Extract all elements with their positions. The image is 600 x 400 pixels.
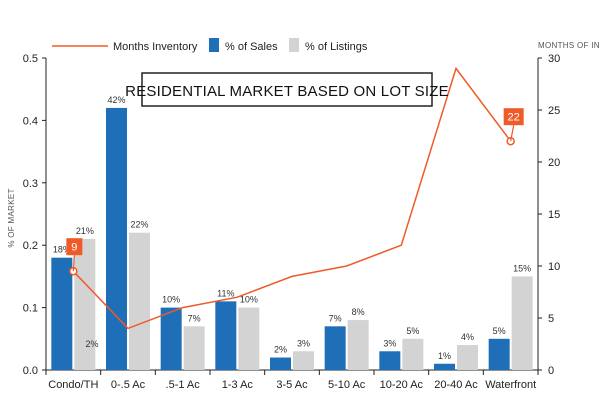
- x-tick-label: .5-1 Ac: [166, 379, 201, 391]
- bar-listings: [293, 351, 314, 370]
- chart-title-box: RESIDENTIAL MARKET BASED ON LOT SIZE: [125, 72, 449, 107]
- legend-sales-swatch: [209, 38, 219, 52]
- data-label-sales: 2%: [274, 345, 287, 355]
- x-tick-label: Waterfront: [485, 379, 536, 391]
- x-tick-label: 3-5 Ac: [276, 379, 308, 391]
- x-tick-label: 0-.5 Ac: [111, 379, 146, 391]
- bar-sales: [106, 107, 127, 371]
- chart-title: RESIDENTIAL MARKET BASED ON LOT SIZE: [125, 83, 449, 100]
- y2-tick-label: 15: [548, 209, 560, 221]
- y2-tick-label: 10: [548, 261, 560, 273]
- bar-listings: [347, 320, 369, 370]
- data-label-sales: 7%: [329, 313, 342, 323]
- legend-listings-swatch: [289, 38, 299, 52]
- bars: [51, 107, 533, 371]
- inventory-line-path: [72, 66, 512, 330]
- callout-label: 9: [71, 242, 77, 254]
- data-label-sales: 11%: [217, 288, 234, 298]
- inventory-line: [72, 66, 512, 330]
- callout-label: 22: [508, 112, 520, 124]
- y-tick-label: 0.3: [23, 178, 38, 190]
- legend-listings-label: % of Listings: [305, 41, 368, 53]
- data-label-sales: 5%: [493, 326, 506, 336]
- data-label-sales: 3%: [383, 338, 396, 348]
- y-tick-label: 0.1: [23, 303, 38, 315]
- data-label-listings: 5%: [406, 326, 419, 336]
- bar-sales: [51, 257, 73, 370]
- y-tick-label: 0.5: [23, 53, 38, 65]
- bar-sales: [160, 307, 182, 370]
- data-label-listings: 21%: [76, 226, 94, 236]
- y-tick-label: 0.2: [23, 240, 38, 252]
- bar-sales: [324, 326, 346, 370]
- callout-box: [503, 108, 524, 126]
- data-labels: 18% 21% 42% 22% 10% 7% 11% 10% 2% 3% 7% 8% 3% 5% 1% 4% 5…: [53, 95, 531, 361]
- callouts: 9 22: [66, 108, 524, 276]
- bar-listings: [74, 238, 96, 370]
- y2-tick-label: 5: [548, 313, 554, 325]
- x-tick-label: 5-10 Ac: [328, 379, 366, 391]
- y2-tick-label: 20: [548, 157, 560, 169]
- data-label-listings: 3%: [297, 338, 310, 348]
- bar-listings: [402, 338, 424, 370]
- bar-listings: [511, 276, 533, 370]
- y2-tick-label: 25: [548, 105, 560, 117]
- bar-sales: [215, 301, 237, 370]
- bar-sales: [270, 357, 291, 370]
- bar-listings: [183, 326, 205, 370]
- data-label-listings: 22%: [130, 220, 148, 230]
- y2-axis-title: MONTHS OF INVENTORY: [538, 41, 600, 50]
- y-tick-label: 0.0: [23, 365, 38, 377]
- data-label-listings: 10%: [240, 295, 258, 305]
- y2-tick-label: 0: [548, 365, 554, 377]
- x-tick-label: 10-20 Ac: [380, 379, 424, 391]
- x-tick-label: 1-3 Ac: [222, 379, 254, 391]
- y2-tick-label: 30: [548, 53, 560, 65]
- legend-sales-label: % of Sales: [225, 41, 278, 53]
- data-label-sales: 1%: [438, 351, 451, 361]
- data-label-sales: 42%: [107, 95, 125, 105]
- bar-listings: [238, 307, 260, 370]
- data-label-sales: 18%: [53, 245, 71, 255]
- x-tick-label: Condo/TH: [48, 379, 98, 391]
- data-label-listings: 7%: [188, 313, 201, 323]
- legend: Months Inventory % of Sales % of Listing…: [52, 38, 368, 53]
- y-axis-title: % OF MARKET: [7, 188, 16, 247]
- data-label-listings: 15%: [513, 263, 531, 273]
- bar-listings: [129, 232, 150, 370]
- data-label-sales: 10%: [162, 295, 180, 305]
- callout-box: [66, 238, 83, 256]
- callout-leader: [510, 125, 515, 142]
- bar-sales: [488, 338, 510, 370]
- bar-listings: [457, 345, 478, 370]
- data-label-listings: 8%: [352, 307, 365, 317]
- bar-sales: [434, 363, 455, 370]
- x-tick-label: 20-40 Ac: [434, 379, 478, 391]
- y-tick-label: 0.4: [23, 115, 38, 127]
- stray-label-2pct: 2%: [85, 339, 98, 349]
- callout-leader: [72, 255, 75, 272]
- axes: 0.0 0.1 0.2 0.3 0.4 0.5 0 5 10 15 20 25 30 Condo/TH 0-…: [23, 53, 561, 391]
- legend-line-label: Months Inventory: [113, 41, 198, 53]
- data-label-listings: 4%: [461, 332, 474, 342]
- bar-sales: [379, 351, 401, 370]
